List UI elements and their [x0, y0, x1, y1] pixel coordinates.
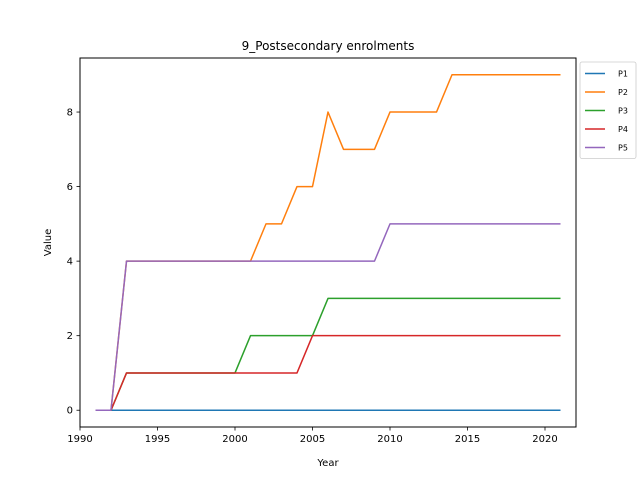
x-axis: 1990 1995 2000 2005 2010 2015 2020 [67, 427, 558, 445]
chart-title: 9_Postsecondary enrolments [242, 39, 415, 53]
x-tick-label: 2005 [300, 434, 325, 445]
x-axis-title: Year [316, 458, 339, 469]
legend: P1 P2 P3 P4 P5 [579, 61, 637, 159]
legend-label-p2: P2 [618, 88, 628, 97]
y-tick-label: 2 [67, 331, 73, 342]
y-axis: 0 2 4 6 8 [67, 108, 80, 417]
x-tick-label: 2010 [377, 434, 402, 445]
x-tick-label: 2020 [532, 434, 557, 445]
legend-label-p3: P3 [618, 107, 628, 116]
x-tick-label: 2015 [455, 434, 480, 445]
series-line-p4 [95, 334, 561, 411]
x-tick-label: 2000 [222, 434, 247, 445]
plot-area [95, 74, 561, 411]
x-tick-label: 1995 [145, 434, 170, 445]
y-axis-title: Value [43, 229, 54, 256]
y-tick-label: 6 [67, 182, 73, 193]
x-tick-label: 1990 [67, 434, 92, 445]
legend-label-p5: P5 [618, 144, 628, 153]
series-line-p5 [95, 223, 561, 411]
legend-box [579, 61, 637, 159]
y-tick-label: 0 [67, 406, 73, 417]
y-tick-label: 4 [67, 257, 73, 268]
axes-frame [79, 57, 577, 428]
legend-label-p4: P4 [618, 125, 628, 134]
legend-label-p1: P1 [618, 70, 628, 79]
y-tick-label: 8 [67, 108, 73, 119]
